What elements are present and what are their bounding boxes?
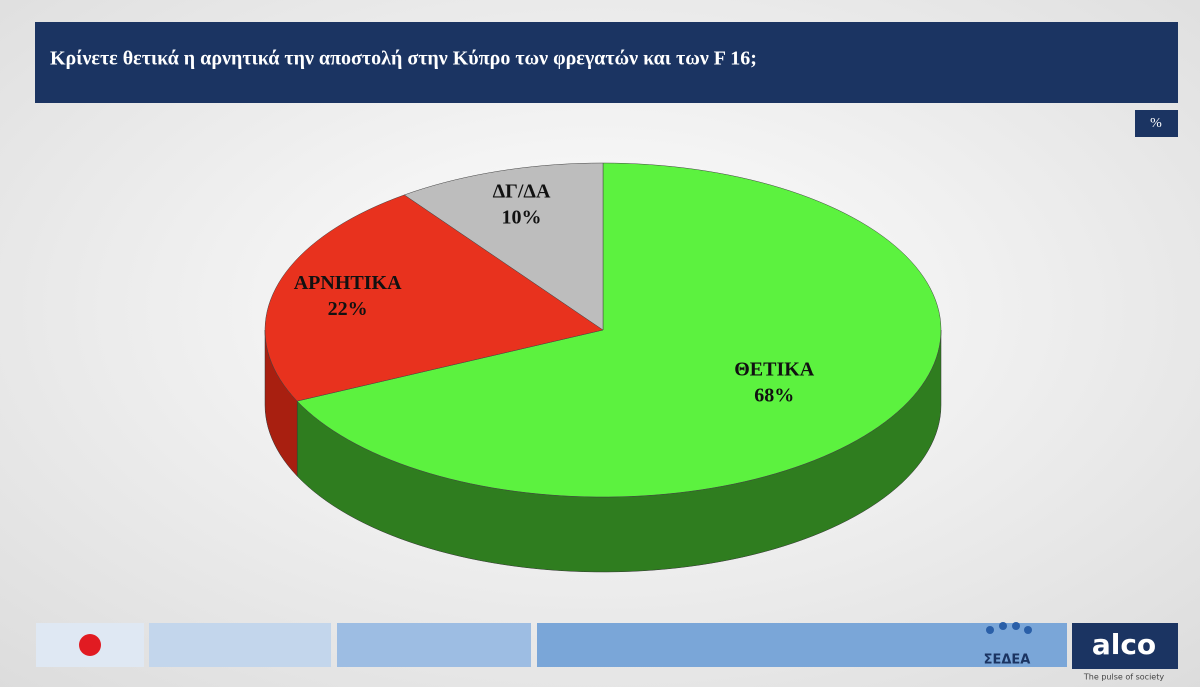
slice-value-label: 68% xyxy=(754,384,794,406)
slice-label: ΑΡΝΗΤΙΚΑ xyxy=(294,272,402,294)
slice-value-label: 22% xyxy=(328,298,368,320)
footer-bar xyxy=(337,623,531,667)
unit-label: % xyxy=(1150,116,1162,131)
partner-icon xyxy=(986,622,1032,634)
brand-box xyxy=(1072,623,1178,669)
partner-label: ΣΕΔΕΑ xyxy=(984,653,1031,668)
slice xyxy=(296,162,942,498)
alpha-logo xyxy=(79,634,101,656)
footer-bar xyxy=(537,623,1067,667)
pie: ΘΕΤΙΚΑ 68% ΑΡΝΗΤΙΚΑ 22% ΔΓ/ΔΑ 10% xyxy=(264,162,942,573)
footer-bar xyxy=(149,623,331,667)
unit-box xyxy=(1135,110,1178,137)
slice xyxy=(264,194,604,402)
slice-label: ΔΓ/ΔΑ xyxy=(493,181,551,203)
header-bar xyxy=(35,22,1178,103)
slice-value-label: 10% xyxy=(502,207,542,229)
brand-label: alco xyxy=(1092,628,1156,661)
slice xyxy=(403,162,604,331)
chart-title: Κρίνετε θετικά η αρνητικά την αποστολή σ… xyxy=(50,48,757,70)
brand-tagline: The pulse of society xyxy=(1083,673,1164,682)
slice-label: ΘΕΤΙΚΑ xyxy=(734,358,815,380)
